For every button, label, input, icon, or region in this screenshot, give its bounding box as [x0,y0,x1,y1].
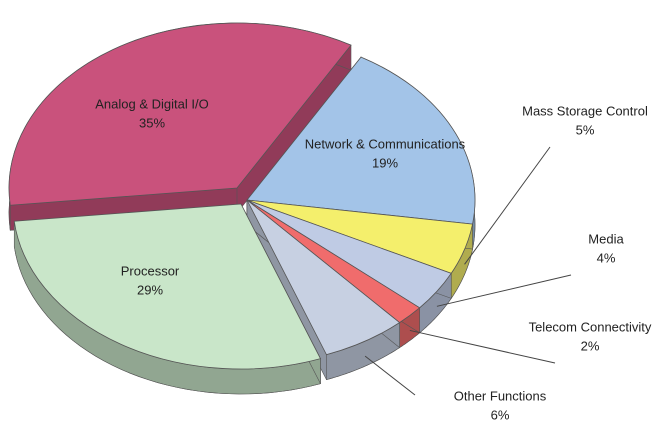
slice-value-label: 2% [581,338,600,353]
slice-label: Mass Storage Control [522,103,648,118]
slice-label: Analog & Digital I/O [95,96,208,111]
leader-line [364,355,416,396]
pie-tops [8,22,476,370]
slice-value-label: 35% [139,115,165,130]
slice [13,203,322,370]
slice-label: Processor [121,263,180,278]
slice-label: Network & Communications [305,136,466,151]
leader-line [464,146,551,265]
leader-line [409,329,556,364]
slice [246,56,476,225]
slice [8,22,352,206]
slice-value-label: 29% [137,282,163,297]
slice-value-label: 5% [576,122,595,137]
slice-value-label: 6% [491,407,510,422]
slice [246,199,401,356]
slice-value-label: 19% [372,155,398,170]
slice-value-label: 4% [597,250,616,265]
slice-label: Media [588,231,624,246]
slice-label: Telecom Connectivity [529,319,652,334]
slice-label: Other Functions [454,388,547,403]
leader-line [436,274,572,307]
